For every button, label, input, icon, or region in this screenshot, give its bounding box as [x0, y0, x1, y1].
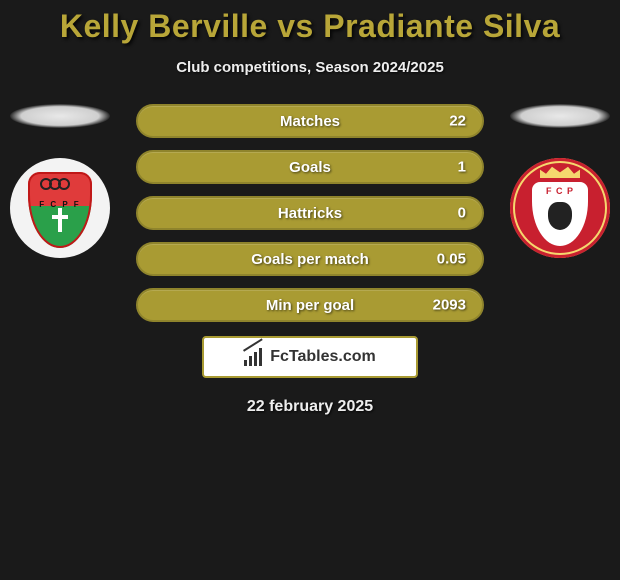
date-label: 22 february 2025	[0, 398, 620, 416]
infographic-container: Kelly Berville vs Pradiante Silva Club c…	[0, 0, 620, 416]
page-title: Kelly Berville vs Pradiante Silva	[0, 8, 620, 45]
cross-icon	[52, 208, 68, 232]
stat-row: Goals per match 0.05	[136, 242, 484, 276]
stat-value: 0.05	[437, 251, 466, 268]
player-shadow-left	[10, 104, 110, 128]
olympic-rings-icon	[40, 178, 80, 192]
player-shadow-right	[510, 104, 610, 128]
subtitle: Club competitions, Season 2024/2025	[0, 59, 620, 76]
stat-row: Min per goal 2093	[136, 288, 484, 322]
stat-value: 1	[458, 159, 466, 176]
stat-label: Goals per match	[251, 251, 369, 268]
stat-row: Goals 1	[136, 150, 484, 184]
bar-chart-icon	[244, 348, 264, 366]
brand-box[interactable]: FcTables.com	[202, 336, 418, 378]
stat-label: Matches	[280, 113, 340, 130]
eagle-icon	[548, 202, 572, 230]
club-left: F C P F	[10, 104, 110, 258]
club-crest-left: F C P F	[10, 158, 110, 258]
stat-row: Hattricks 0	[136, 196, 484, 230]
crest-right-letters: F C P	[510, 186, 610, 196]
club-right: F C P	[510, 104, 610, 258]
body-area: F C P F F C P Matches 22 Goals 1 Hattricks 0 G…	[0, 104, 620, 324]
stats-list: Matches 22 Goals 1 Hattricks 0 Goals per match…	[136, 104, 484, 334]
brand-text: FcTables.com	[270, 348, 376, 366]
crown-icon	[540, 164, 580, 178]
stat-label: Hattricks	[278, 205, 342, 222]
stat-label: Goals	[289, 159, 331, 176]
stat-value: 2093	[433, 297, 466, 314]
stat-value: 0	[458, 205, 466, 222]
stat-row: Matches 22	[136, 104, 484, 138]
club-crest-right: F C P	[510, 158, 610, 258]
stat-label: Min per goal	[266, 297, 354, 314]
stat-value: 22	[449, 113, 466, 130]
